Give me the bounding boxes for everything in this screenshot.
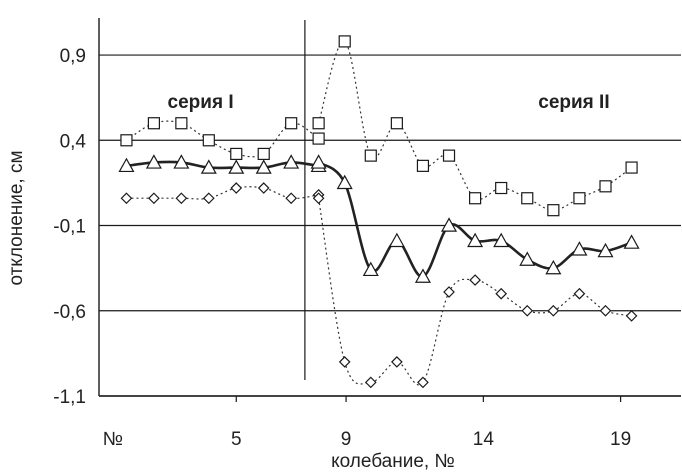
y-tick-label: -1,1 [53,387,86,408]
x-tick-label: 14 [473,429,495,450]
triangle-marker [623,234,640,249]
triangle-marker [388,232,405,248]
square-marker [312,132,325,145]
axes [98,18,681,402]
tick-labels: 0,9 0,4 -0,1 -0,6 -1,1 № 5 9 14 19 [53,46,631,450]
triangle-marker [414,268,431,283]
series-markers [118,35,640,389]
square-marker [547,204,560,217]
triangle-marker [441,217,458,232]
square-marker [416,159,430,172]
triangle-marker [571,241,588,256]
triangle-marker [228,159,245,174]
square-marker [625,161,638,174]
y-tick-label: -0,6 [53,302,86,323]
diamond-marker [364,376,377,389]
diamond-marker [175,192,188,205]
diamond-marker [312,192,325,205]
square-marker [120,134,133,147]
square-marker [202,134,215,147]
y-tick-label: 0,9 [60,46,86,67]
x-tick-label: 19 [610,429,631,450]
group-labels: серия I серия II [168,92,610,113]
diamond-marker [625,310,638,322]
square-marker [285,117,298,130]
square-marker [338,35,351,48]
diamond-marker [285,192,298,205]
x-tick-label: 9 [341,429,352,450]
series-line [318,40,632,211]
diamond-marker [148,192,160,205]
diamond-marker [338,356,351,368]
group-label: серия II [538,92,609,113]
y-tick-label: -0,1 [53,217,86,238]
series-line [317,161,633,278]
square-marker [257,147,270,161]
diamond-marker [469,274,481,286]
triangle-marker [493,232,510,248]
group-label: серия I [168,92,234,113]
diamond-marker [599,304,612,317]
x-axis-title: колебание, № [331,451,455,472]
diamond-marker [573,287,586,300]
triangle-marker [310,154,327,169]
square-marker [442,149,456,162]
square-marker [469,192,482,205]
square-marker [495,181,508,195]
triangle-marker [467,232,484,248]
x-tick-label: 5 [231,429,242,450]
diamond-marker [495,287,508,300]
triangle-marker [597,242,614,258]
y-tick-label: 0,4 [60,131,87,152]
x-tick-label: № [103,429,123,450]
triangle-marker [545,259,562,275]
diamond-marker [443,286,455,298]
diamond-marker [547,304,560,317]
triangle-marker [145,154,162,169]
square-marker [573,192,586,205]
diamond-marker [257,182,270,194]
square-marker [230,147,243,161]
series-line [318,198,632,386]
triangle-marker [200,159,217,174]
diamond-marker [391,356,403,368]
triangle-marker [362,261,379,277]
triangle-marker [173,154,190,169]
square-marker [390,117,403,130]
y-axis-title: отклонение, см [6,150,27,285]
triangle-marker [519,251,536,266]
square-marker [599,180,612,193]
triangle-marker [283,154,300,169]
square-marker [521,192,534,205]
diamond-marker [521,304,534,317]
diamond-marker [230,182,243,194]
square-marker [175,117,188,130]
square-marker [364,149,377,162]
diamond-marker [202,192,215,205]
triangle-marker [255,159,272,174]
square-marker [312,117,325,130]
diamond-marker [120,192,133,205]
diamond-marker [417,376,429,389]
triangle-marker [336,174,353,190]
square-marker [147,117,161,130]
triangle-marker [118,157,135,173]
